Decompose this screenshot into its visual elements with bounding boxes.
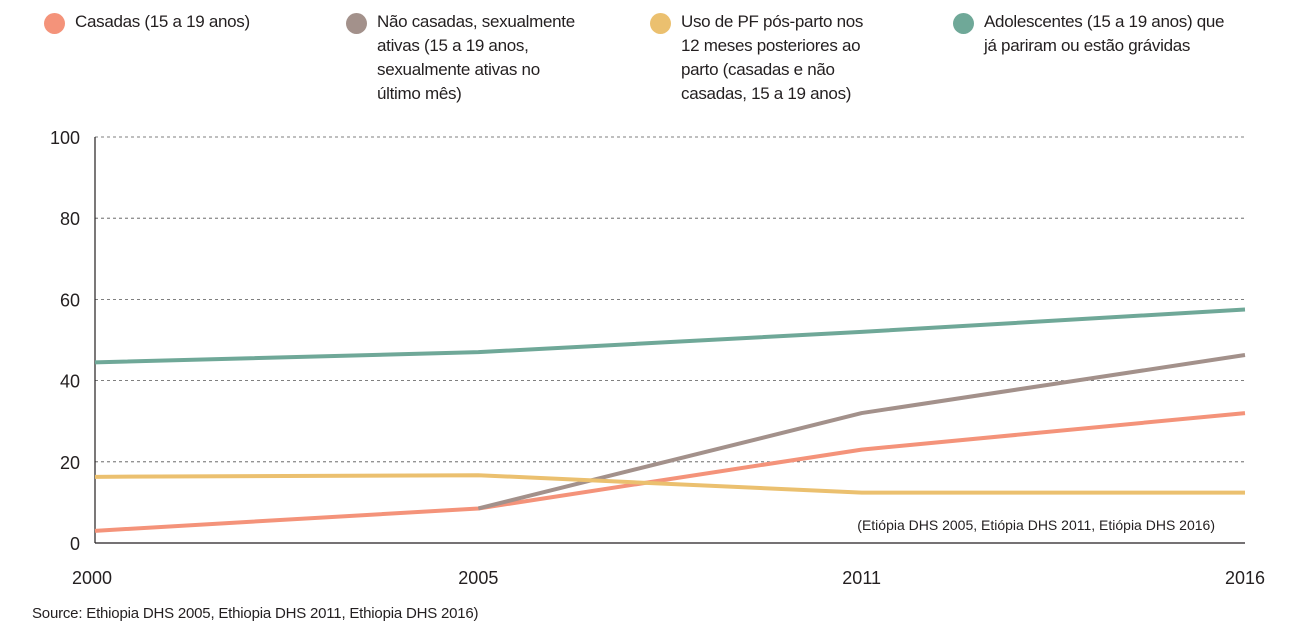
x-tick-label: 2000 bbox=[72, 568, 112, 588]
legend-item: Casadas (15 a 19 anos) bbox=[44, 10, 250, 34]
legend-swatch bbox=[346, 13, 367, 34]
legend-label: Adolescentes (15 a 19 anos) que já parir… bbox=[984, 12, 1225, 55]
y-tick-label: 100 bbox=[50, 128, 80, 148]
legend-label: Uso de PF pós-parto nos 12 meses posteri… bbox=[681, 12, 864, 103]
legend-item: Uso de PF pós-parto nos 12 meses posteri… bbox=[650, 10, 863, 106]
series-line bbox=[94, 473, 1245, 495]
legend-swatch bbox=[650, 13, 671, 34]
y-tick-label: 40 bbox=[60, 372, 80, 392]
legend-swatch bbox=[953, 13, 974, 34]
y-tick-label: 80 bbox=[60, 209, 80, 229]
x-tick-label: 2005 bbox=[458, 568, 498, 588]
x-tick-label: 2011 bbox=[842, 568, 881, 588]
source-note: Source: Ethiopia DHS 2005, Ethiopia DHS … bbox=[32, 605, 479, 622]
legend-label: Não casadas, sexualmente ativas (15 a 19… bbox=[377, 12, 575, 103]
series-line bbox=[94, 411, 1246, 533]
chart-annotation: (Etiópia DHS 2005, Etiópia DHS 2011, Eti… bbox=[857, 517, 1215, 533]
y-tick-label: 20 bbox=[60, 453, 80, 473]
legend-item: Não casadas, sexualmente ativas (15 a 19… bbox=[346, 10, 575, 106]
series-line bbox=[477, 353, 1246, 511]
y-tick-label: 60 bbox=[60, 290, 80, 310]
y-tick-label: 0 bbox=[70, 534, 80, 554]
legend-swatch bbox=[44, 13, 65, 34]
x-tick-label: 2016 bbox=[1225, 568, 1265, 588]
legend-label: Casadas (15 a 19 anos) bbox=[75, 12, 250, 31]
legend-item: Adolescentes (15 a 19 anos) que já parir… bbox=[953, 10, 1225, 58]
series-line bbox=[94, 307, 1246, 365]
